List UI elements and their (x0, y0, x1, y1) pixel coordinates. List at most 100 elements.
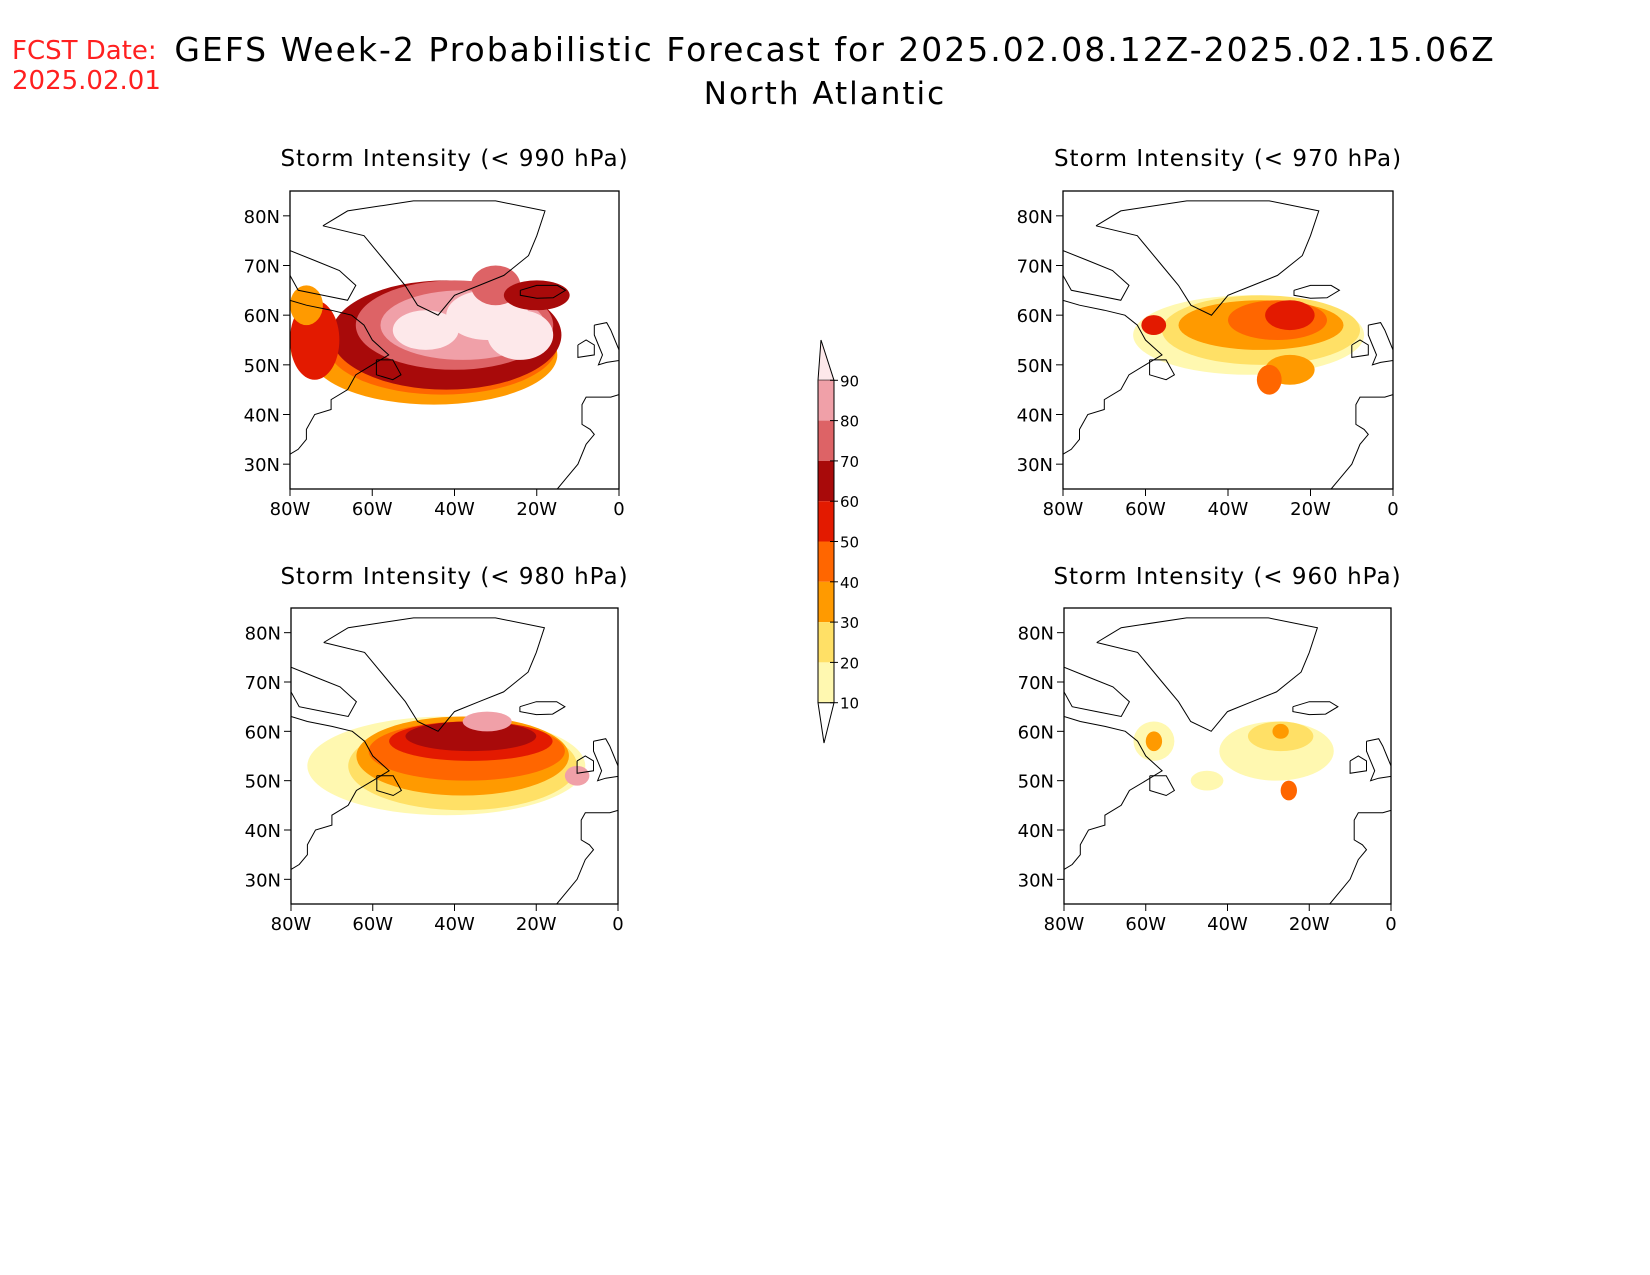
colorbar-label: 40 (840, 574, 859, 592)
lat-tick-label: 80N (244, 207, 280, 228)
lon-tick-label: 20W (516, 499, 557, 520)
panel-title: Storm Intensity (< 990 hPa) (280, 146, 628, 172)
lat-tick-label: 80N (1017, 207, 1053, 228)
lat-tick-label: 60N (245, 722, 281, 743)
lon-tick-label: 40W (1207, 914, 1248, 935)
coastline (1329, 809, 1391, 904)
lon-tick-label: 80W (1044, 914, 1085, 935)
page-subtitle: North Atlantic (703, 76, 947, 112)
coastline (1064, 716, 1163, 870)
coastline (593, 738, 618, 782)
probability-field (290, 200, 619, 489)
lon-tick-label: 20W (1290, 499, 1331, 520)
coastline (1349, 755, 1367, 774)
probability-contour (1145, 731, 1163, 752)
coastline (1149, 775, 1176, 797)
colorbar-label: 80 (840, 413, 859, 431)
lat-tick-label: 60N (1018, 722, 1054, 743)
coastline (290, 299, 390, 455)
colorbar-swatch (817, 702, 835, 744)
lon-tick-label: 40W (1208, 499, 1249, 520)
lat-tick-label: 30N (245, 870, 281, 891)
lon-tick-label: 20W (1289, 914, 1330, 935)
lon-tick-label: 80W (270, 499, 311, 520)
probability-contour (487, 310, 554, 360)
colorbar-label: 20 (840, 654, 859, 672)
coastline (291, 666, 358, 718)
coastline (1095, 200, 1320, 316)
coastline (323, 617, 546, 732)
panel-title: Storm Intensity (< 970 hPa) (1054, 146, 1402, 172)
colorbar-swatch (818, 541, 834, 582)
lon-tick-label: 20W (516, 914, 557, 935)
panel-title: Storm Intensity (< 980 hPa) (280, 564, 628, 590)
lat-tick-label: 30N (1018, 870, 1054, 891)
lat-tick-label: 70N (245, 673, 281, 694)
lon-tick-label: 40W (434, 914, 475, 935)
colorbar-label: 60 (840, 493, 859, 511)
colorbar-label: 90 (840, 372, 859, 390)
colorbar-label: 30 (840, 614, 859, 632)
coastline (1063, 299, 1163, 455)
lat-tick-label: 60N (244, 306, 280, 327)
probability-field (291, 617, 618, 904)
forecast-date: FCST Date: 2025.02.01 (12, 36, 161, 96)
lat-tick-label: 30N (244, 455, 280, 476)
coastline (1064, 666, 1131, 718)
coastline (1063, 250, 1130, 301)
forecast-date-value: 2025.02.01 (12, 66, 161, 96)
lat-tick-label: 40N (1018, 821, 1054, 842)
lon-tick-label: 60W (352, 499, 393, 520)
probability-contour (1190, 770, 1224, 791)
probability-contour (1256, 364, 1282, 395)
probability-field (1064, 617, 1391, 904)
forecast-date-label: FCST Date: (12, 36, 157, 66)
lat-tick-label: 80N (245, 624, 281, 645)
lat-tick-label: 40N (245, 821, 281, 842)
lat-tick-label: 70N (1018, 673, 1054, 694)
coastline (1293, 284, 1341, 299)
probability-contour (462, 711, 512, 732)
coastline (556, 394, 619, 489)
lat-tick-label: 60N (1017, 306, 1053, 327)
probability-field (1063, 200, 1393, 489)
lon-tick-label: 0 (613, 499, 624, 520)
probability-contour (1280, 780, 1297, 801)
probability-contour (564, 765, 590, 786)
colorbar-swatch (818, 501, 834, 542)
coastline (1330, 394, 1393, 489)
colorbar-swatch (818, 380, 834, 421)
lon-tick-label: 60W (1125, 499, 1166, 520)
coastline (1367, 322, 1393, 366)
lon-tick-label: 0 (612, 914, 623, 935)
colorbar-swatch (817, 339, 835, 381)
lat-tick-label: 50N (1017, 356, 1053, 377)
lat-tick-label: 50N (1018, 772, 1054, 793)
colorbar-swatch (818, 460, 834, 502)
lat-tick-label: 30N (1017, 455, 1053, 476)
coastline (577, 339, 595, 358)
colorbar-label: 70 (840, 453, 859, 471)
page-title: GEFS Week-2 Probabilistic Forecast for 2… (174, 30, 1496, 69)
coastline (593, 322, 619, 366)
lon-tick-label: 60W (1125, 914, 1166, 935)
colorbar-label: 50 (840, 534, 859, 552)
coastline (1096, 617, 1319, 732)
lat-tick-label: 40N (244, 406, 280, 427)
coastline (1292, 701, 1339, 716)
colorbar-swatch (818, 581, 834, 623)
coastline (290, 250, 357, 301)
lat-tick-label: 70N (1017, 257, 1053, 278)
coastline (375, 359, 402, 381)
colorbar-swatch (818, 420, 834, 461)
colorbar-label: 10 (840, 695, 859, 713)
lat-tick-label: 40N (1017, 406, 1053, 427)
lat-tick-label: 50N (245, 772, 281, 793)
coastline (1149, 359, 1176, 381)
lon-tick-label: 0 (1387, 499, 1398, 520)
coastline (1351, 339, 1369, 358)
